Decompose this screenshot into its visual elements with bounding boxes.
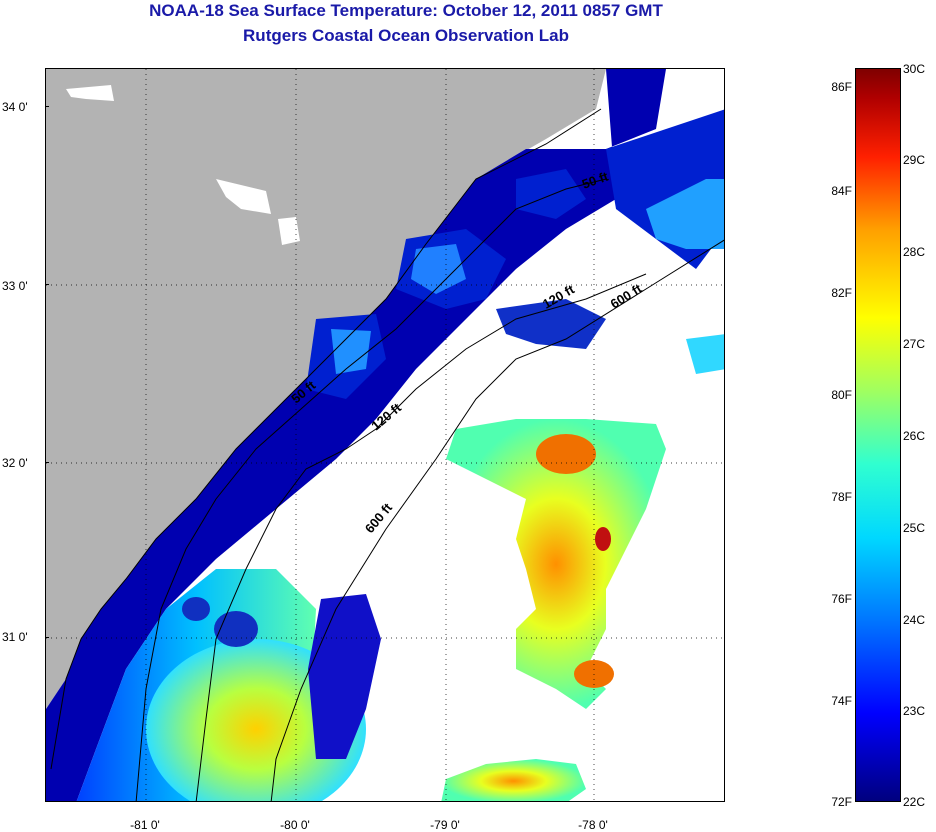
sst-mid-patch bbox=[411, 244, 466, 294]
colorbar-label-84f: 84F bbox=[831, 184, 852, 198]
isobath-120ft bbox=[195, 273, 647, 801]
tick-mark bbox=[45, 462, 49, 463]
sst-north-patch bbox=[646, 179, 724, 249]
isobath-600ft bbox=[270, 239, 724, 801]
colorbar-label-24c: 24C bbox=[903, 613, 926, 627]
lake-patch bbox=[216, 179, 271, 214]
sst-north-patch bbox=[516, 169, 586, 219]
colorbar-label-30c: 30C bbox=[903, 62, 926, 76]
sst-warm-patch bbox=[536, 434, 596, 474]
colorbar-label-29c: 29C bbox=[903, 153, 926, 167]
map-title: NOAA-18 Sea Surface Temperature: October… bbox=[149, 1, 663, 20]
colorbar-label-74f: 74F bbox=[831, 694, 852, 708]
latitude-label-32: 32 0' bbox=[2, 456, 28, 470]
longitude-label-80: -80 0' bbox=[280, 818, 310, 832]
map-subtitle: Rutgers Coastal Ocean Observation Lab bbox=[243, 26, 569, 45]
colorbar-label-72f: 72F bbox=[831, 795, 852, 809]
longitude-label-79: -79 0' bbox=[430, 818, 460, 832]
sst-hot-patch bbox=[595, 527, 611, 551]
land-area bbox=[46, 69, 606, 709]
tick-mark bbox=[45, 284, 49, 285]
temperature-colorbar bbox=[855, 68, 901, 802]
tick-mark bbox=[45, 106, 49, 107]
colorbar-label-25c: 25C bbox=[903, 521, 926, 535]
sst-mid-patch bbox=[331, 329, 371, 374]
sst-warm-bottom bbox=[441, 759, 586, 801]
colorbar-label-86f: 86F bbox=[831, 80, 852, 94]
colorbar-label-26c: 26C bbox=[903, 429, 926, 443]
isobath-label-600ft-south: 600 ft bbox=[362, 500, 396, 536]
sst-mid-patch bbox=[496, 299, 606, 349]
colorbar-label-27c: 27C bbox=[903, 337, 926, 351]
colorbar-label-28c: 28C bbox=[903, 245, 926, 259]
colorbar-label-78f: 78F bbox=[831, 490, 852, 504]
colorbar-label-80f: 80F bbox=[831, 388, 852, 402]
isobath-50ft bbox=[135, 178, 607, 801]
colorbar-label-82f: 82F bbox=[831, 286, 852, 300]
coastline bbox=[50, 108, 602, 770]
tick-mark bbox=[45, 637, 49, 638]
lake-patch bbox=[278, 217, 300, 245]
lake-patch bbox=[66, 85, 114, 101]
coastal-cold-band bbox=[46, 69, 666, 801]
colorbar-label-76f: 76F bbox=[831, 592, 852, 606]
colorbar-label-22c: 22C bbox=[903, 795, 926, 809]
longitude-label-81: -81 0' bbox=[130, 818, 160, 832]
latitude-label-34: 34 0' bbox=[2, 100, 28, 114]
sst-map-canvas: 50 ft 120 ft 600 ft 50 ft 120 ft 600 ft bbox=[46, 69, 724, 801]
sst-map[interactable]: 50 ft 120 ft 600 ft 50 ft 120 ft 600 ft bbox=[45, 68, 725, 802]
sst-warm-filament bbox=[446, 419, 666, 709]
longitude-label-78: -78 0' bbox=[578, 818, 608, 832]
sst-cold-patch bbox=[182, 597, 210, 621]
latitude-label-31: 31 0' bbox=[2, 630, 28, 644]
latitude-label-33: 33 0' bbox=[2, 279, 28, 293]
colorbar-label-23c: 23C bbox=[903, 704, 926, 718]
sst-east-patch bbox=[686, 334, 724, 374]
graticule bbox=[46, 69, 724, 801]
sst-cold-patch bbox=[308, 594, 381, 759]
